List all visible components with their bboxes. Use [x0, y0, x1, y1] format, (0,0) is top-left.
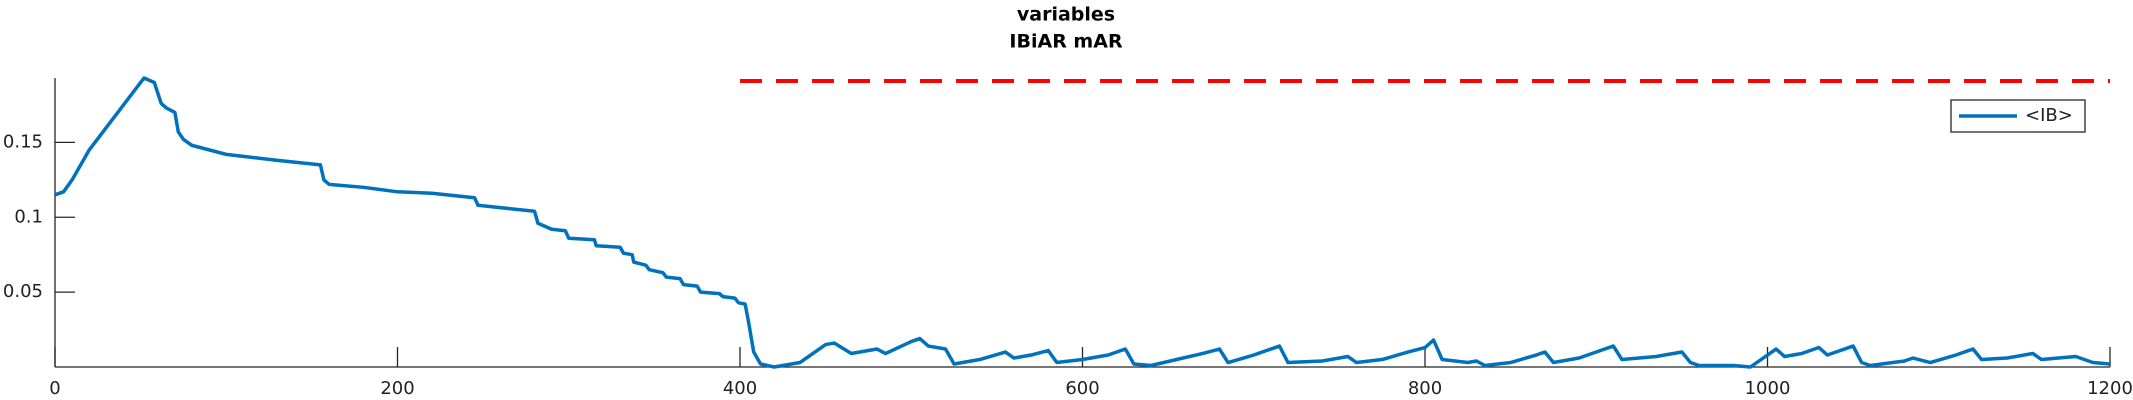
chart-title: IBiAR mAR — [1009, 31, 1123, 53]
x-tick-label: 200 — [380, 378, 414, 399]
series-line — [54, 76, 2111, 369]
y-tick-label: 0.1 — [14, 206, 43, 227]
x-tick-label: 400 — [723, 378, 757, 399]
y-tick-label: 0.15 — [3, 131, 43, 152]
x-tick-label: 800 — [1408, 378, 1442, 399]
x-tick-label: 0 — [49, 378, 60, 399]
y-tick-label: 0.05 — [3, 281, 43, 302]
legend-label: <IB> — [2025, 105, 2073, 126]
x-tick-label: 1000 — [1745, 378, 1791, 399]
chart-title: variables — [1017, 4, 1115, 26]
x-tick-label: 600 — [1065, 378, 1099, 399]
x-tick-label: 1200 — [2087, 378, 2133, 399]
